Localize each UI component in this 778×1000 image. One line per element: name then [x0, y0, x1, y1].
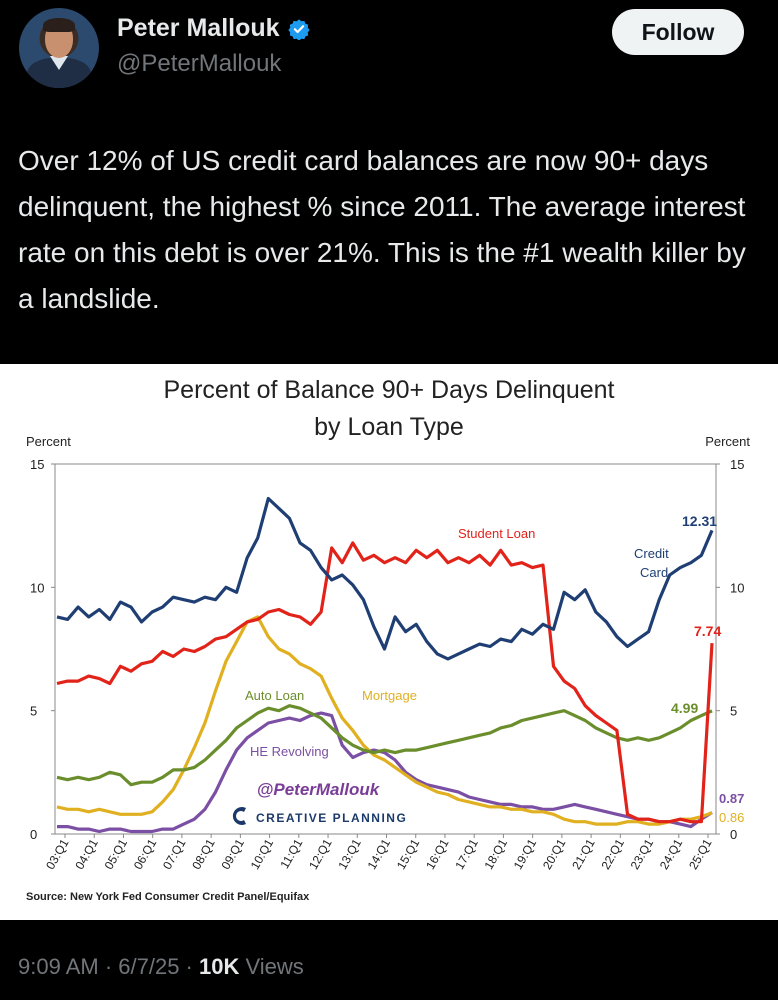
x-tick-label: 05:Q1: [102, 836, 131, 872]
follow-button[interactable]: Follow: [612, 9, 744, 55]
plot-frame: [54, 463, 717, 835]
timestamp[interactable]: 9:09 AM · 6/7/25 ·: [18, 954, 193, 979]
x-tick-label: 12:Q1: [306, 836, 335, 872]
y-axis-label-left: Percent: [26, 434, 71, 449]
chart-subtitle: by Loan Type: [314, 413, 464, 441]
y-tick-label-left: 5: [30, 704, 37, 719]
author-name-row: Peter Mallouk: [117, 14, 310, 43]
end-value-credit-card: 12.31: [682, 513, 717, 529]
x-tick-label: 04:Q1: [72, 836, 101, 872]
x-tick-label: 03:Q1: [43, 836, 72, 872]
author-name[interactable]: Peter Mallouk: [117, 14, 280, 42]
y-tick-label-left: 0: [30, 827, 37, 842]
x-tick-label: 22:Q1: [598, 836, 627, 872]
x-tick-label: 07:Q1: [160, 836, 189, 872]
series-label-student-loan: Student Loan: [458, 526, 535, 541]
series-label-credit-card: Credit: [634, 546, 669, 561]
views-count: 10K: [199, 954, 240, 979]
views-label: Views: [245, 954, 304, 979]
series-line-mortgage: [56, 615, 713, 826]
tweet-meta: 9:09 AM · 6/7/25 · 10K Views: [18, 954, 304, 980]
x-tick-label: 23:Q1: [628, 836, 657, 872]
end-value-student-loan: 7.74: [694, 623, 721, 639]
series-label-auto-loan: Auto Loan: [245, 688, 304, 703]
verified-badge-icon: [287, 18, 310, 40]
series-line-he-revolving: [57, 711, 713, 834]
series-label-he-revolving: HE Revolving: [250, 744, 329, 759]
series-line-credit-card: [56, 496, 714, 661]
series-line-student-loan: [56, 541, 714, 824]
x-tick-label: 09:Q1: [218, 836, 247, 872]
end-value-he-revolving: 0.87: [719, 791, 744, 806]
chart-image[interactable]: Percent of Balance 90+ Days Delinquent b…: [0, 364, 778, 920]
x-tick-label: 25:Q1: [686, 836, 715, 872]
x-tick-label: 17:Q1: [452, 836, 481, 872]
x-tick-label: 06:Q1: [131, 836, 160, 872]
x-tick-label: 21:Q1: [569, 836, 598, 872]
x-tick-label: 19:Q1: [511, 836, 540, 872]
avatar[interactable]: [19, 8, 99, 88]
end-value-auto-loan: 4.99: [671, 700, 698, 716]
x-tick-label: 10:Q1: [248, 836, 277, 872]
x-tick-label: 15:Q1: [394, 836, 423, 872]
series-label-credit-card: Card: [640, 565, 668, 580]
x-tick-label: 16:Q1: [423, 836, 452, 872]
chart-title: Percent of Balance 90+ Days Delinquent: [164, 376, 615, 404]
y-tick-label-right: 0: [730, 827, 737, 842]
x-tick-label: 14:Q1: [365, 836, 394, 872]
x-tick-label: 24:Q1: [657, 836, 686, 872]
y-tick-label-left: 10: [30, 580, 44, 595]
delinquency-chart: Percent of Balance 90+ Days Delinquent b…: [26, 376, 750, 903]
x-tick-label: 20:Q1: [540, 836, 569, 872]
end-value-mortgage: 0.86: [719, 810, 744, 825]
y-tick-label-right: 15: [730, 457, 744, 472]
creative-planning-logo-icon: [232, 807, 246, 825]
y-axis-label-right: Percent: [705, 434, 750, 449]
y-tick-label-right: 5: [730, 704, 737, 719]
x-tick-label: 11:Q1: [277, 836, 305, 871]
tweet-text: Over 12% of US credit card balances are …: [18, 145, 746, 314]
series-label-mortgage: Mortgage: [362, 688, 417, 703]
series-line-auto-loan: [56, 704, 713, 787]
watermark-handle: @PeterMallouk: [257, 780, 381, 799]
watermark-brand: CREATIVE PLANNING: [256, 811, 407, 825]
y-tick-label-right: 10: [730, 580, 744, 595]
x-tick-label: 18:Q1: [482, 836, 511, 872]
x-tick-label: 13:Q1: [335, 836, 364, 872]
author-handle[interactable]: @PeterMallouk: [117, 50, 282, 77]
source-note: Source: New York Fed Consumer Credit Pan…: [26, 891, 310, 903]
y-tick-label-left: 15: [30, 457, 44, 472]
x-tick-label: 08:Q1: [189, 836, 218, 872]
